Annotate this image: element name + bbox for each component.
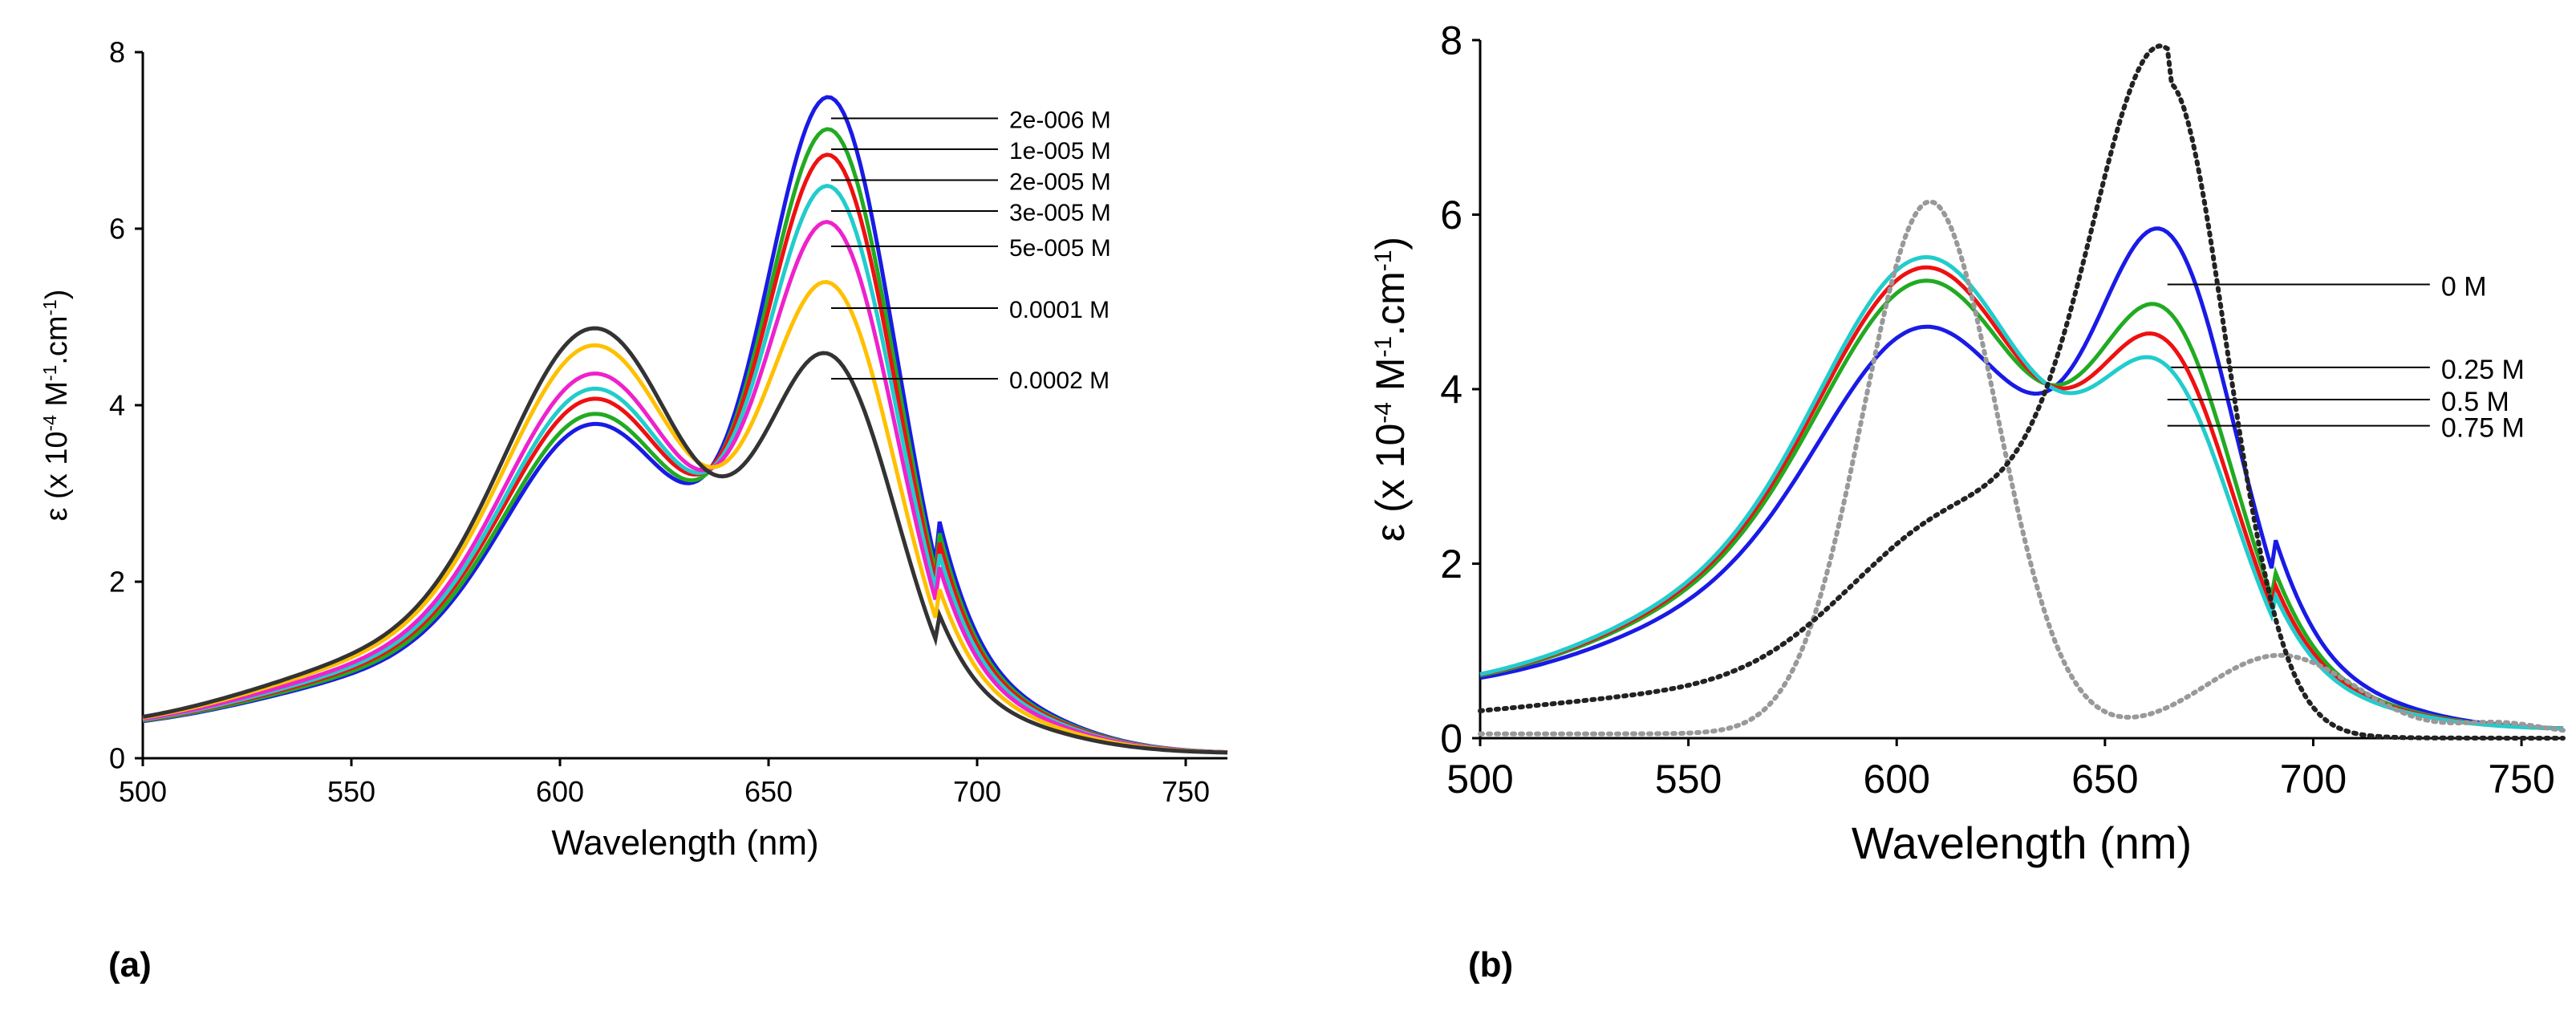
panel-a-label: (a)	[108, 945, 152, 984]
y-tick-label: 6	[1440, 193, 1462, 237]
y-tick-label: 8	[1440, 18, 1462, 63]
series-line-4	[142, 220, 1228, 755]
x-tick-label: 600	[536, 775, 584, 808]
x-tick-label: 650	[744, 775, 793, 808]
x-tick-label: 700	[953, 775, 1001, 808]
x-tick-label: 500	[119, 775, 167, 808]
y-tick-label: 8	[109, 36, 125, 69]
series-label-0: 0 M	[2441, 272, 2487, 302]
x-axis-label: Wavelength (nm)	[1852, 818, 2192, 868]
x-tick-label: 500	[1446, 757, 1513, 802]
series-line-0	[1479, 226, 2564, 731]
series-line-5	[1478, 43, 2566, 741]
series-label-0: 2e-006 M	[1009, 108, 1111, 134]
series-line-4	[1478, 199, 2566, 737]
y-axis-label: ε (x 10-4 M-1.cm-1)	[1368, 237, 1413, 542]
y-tick-label: 6	[109, 213, 125, 246]
x-tick-label: 750	[2488, 757, 2554, 802]
series-line-2	[1479, 265, 2564, 731]
chart-panel-b: 500 550 600 650 700 750 0 2 4 6 8 Wavelength (nm) ε …	[1368, 18, 2566, 868]
y-axis-label: ε (x 10-4 M-1.cm-1)	[39, 290, 74, 522]
series-line-6	[142, 326, 1228, 755]
y-tick-label: 4	[1440, 367, 1462, 412]
series-label-5: 0.0001 M	[1009, 297, 1110, 323]
panel-b-label: (b)	[1468, 945, 1514, 984]
x-tick-label: 550	[327, 775, 375, 808]
x-axis-label: Wavelength (nm)	[551, 823, 818, 863]
y-tick-label: 4	[109, 389, 125, 422]
series-line-3	[142, 184, 1228, 755]
x-tick-label: 700	[2280, 757, 2347, 802]
series-label-2: 2e-005 M	[1009, 169, 1111, 196]
series-label-1: 0.25 M	[2441, 355, 2525, 385]
y-tick-label: 0	[1440, 717, 1462, 761]
y-tick-label: 0	[109, 742, 125, 775]
series-label-3: 0.75 M	[2441, 413, 2525, 444]
series-label-3: 3e-005 M	[1009, 200, 1111, 226]
series-label-4: 5e-005 M	[1009, 235, 1111, 262]
series-line-3	[1479, 254, 2564, 731]
chart-panel-a: 500 550 600 650 700 750 0 2 4 6 8 Wavelength (nm) ε …	[39, 36, 1228, 863]
series-label-2: 0.5 M	[2441, 387, 2509, 417]
y-tick-label: 2	[109, 566, 125, 599]
series-line-5	[142, 279, 1228, 755]
x-tick-label: 600	[1864, 757, 1930, 802]
x-tick-label: 650	[2071, 757, 2138, 802]
y-tick-label: 2	[1440, 542, 1462, 587]
x-tick-label: 750	[1162, 775, 1210, 808]
x-tick-label: 550	[1655, 757, 1722, 802]
series-line-1	[1479, 278, 2564, 731]
series-label-6: 0.0002 M	[1009, 367, 1110, 394]
series-label-1: 1e-005 M	[1009, 138, 1111, 164]
